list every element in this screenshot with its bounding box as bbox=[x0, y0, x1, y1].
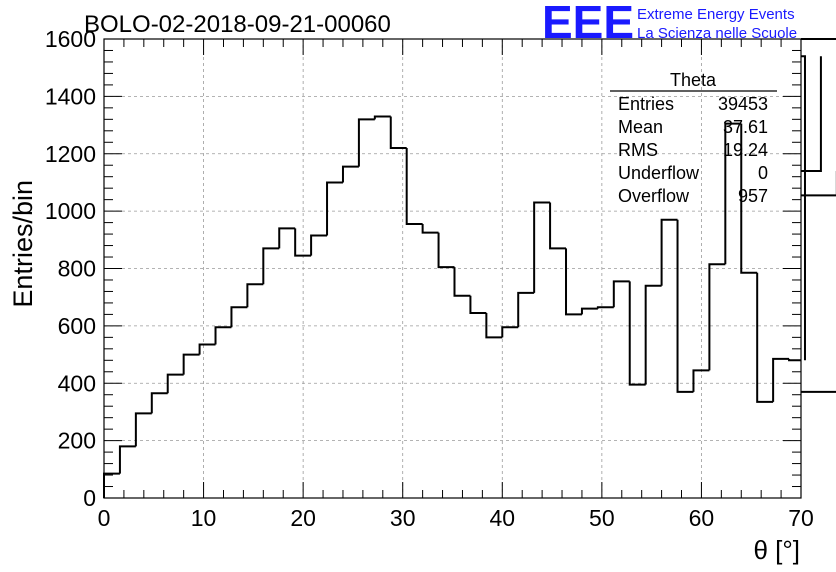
histogram-bin bbox=[644, 284, 662, 385]
histogram-bin bbox=[166, 373, 184, 394]
eee-logo-mark: EEE bbox=[542, 0, 634, 48]
chart-title: BOLO-02-2018-09-21-00060 bbox=[84, 11, 391, 38]
x-tick-label: 40 bbox=[489, 505, 515, 531]
stats-label-overflow: Overflow bbox=[618, 186, 690, 206]
eee-logo-line2: La Scienza nelle Scuole bbox=[637, 25, 797, 42]
y-tick-label: 0 bbox=[83, 485, 96, 511]
stats-label-rms: RMS bbox=[618, 140, 658, 160]
x-tick-label: 20 bbox=[290, 505, 316, 531]
histogram-bin bbox=[469, 295, 487, 314]
histogram-bin bbox=[801, 170, 836, 197]
histogram-bin bbox=[708, 263, 726, 371]
histogram-bin bbox=[740, 123, 758, 274]
stats-label-underflow: Underflow bbox=[618, 163, 700, 183]
eee-logo: EEE Extreme Energy Events La Scienza nel… bbox=[542, 0, 797, 48]
histogram-bin bbox=[801, 55, 806, 361]
histogram-bin bbox=[724, 122, 742, 265]
histogram-bin bbox=[612, 280, 630, 308]
y-tick-label: 600 bbox=[58, 313, 96, 339]
histogram-bin bbox=[421, 224, 439, 234]
histogram-bin bbox=[182, 353, 200, 375]
stats-value-underflow: 0 bbox=[758, 163, 768, 183]
histogram-bin bbox=[549, 202, 567, 250]
stats-box: Theta Entries 39453 Mean 37.61 RMS 19.24… bbox=[610, 70, 777, 206]
histogram-bin bbox=[278, 227, 296, 249]
histogram-bin bbox=[262, 247, 280, 285]
y-tick-label: 1400 bbox=[45, 83, 96, 109]
histogram-bin bbox=[801, 56, 822, 172]
histogram-bin bbox=[326, 181, 343, 236]
histogram-bin bbox=[150, 392, 168, 414]
histogram-bin bbox=[485, 312, 503, 339]
x-tick-label: 50 bbox=[589, 505, 615, 531]
histogram-bin bbox=[788, 358, 801, 362]
x-tick-label: 10 bbox=[191, 505, 217, 531]
y-tick-label: 800 bbox=[58, 256, 96, 282]
stats-value-overflow: 957 bbox=[738, 186, 768, 206]
histogram-bin bbox=[756, 272, 774, 403]
x-tick-labels: 0 10 20 30 40 50 60 70 bbox=[98, 505, 814, 531]
y-tick-label: 400 bbox=[58, 370, 96, 396]
stats-value-rms: 19.24 bbox=[723, 140, 768, 160]
histogram-bin bbox=[772, 357, 790, 402]
stats-box-title: Theta bbox=[670, 70, 717, 90]
histogram-bin bbox=[533, 201, 551, 293]
stats-value-mean: 37.61 bbox=[723, 117, 768, 137]
histogram-bin bbox=[437, 232, 455, 269]
x-tick-label: 0 bbox=[98, 505, 111, 531]
histogram-bin bbox=[310, 234, 328, 256]
histogram-bin bbox=[596, 306, 614, 309]
histogram-bin bbox=[118, 445, 136, 474]
histogram-bin bbox=[230, 306, 248, 328]
y-tick-label: 1600 bbox=[45, 26, 96, 52]
histogram-bin bbox=[357, 118, 375, 167]
histogram-bin bbox=[453, 267, 471, 297]
histogram-bin bbox=[801, 390, 836, 393]
histogram-bin bbox=[501, 326, 519, 338]
histogram-bin bbox=[628, 281, 646, 386]
histogram-bin bbox=[134, 412, 152, 447]
y-axis-label: Entries/bin bbox=[8, 180, 38, 308]
stats-label-mean: Mean bbox=[618, 117, 663, 137]
x-tick-label: 30 bbox=[390, 505, 416, 531]
histogram-bin bbox=[565, 248, 582, 316]
histogram-bin bbox=[341, 165, 359, 183]
x-tick-label: 60 bbox=[689, 505, 715, 531]
stats-value-entries: 39453 bbox=[718, 94, 768, 114]
histogram-bin bbox=[198, 343, 216, 355]
histogram-bin bbox=[676, 219, 694, 393]
x-axis-label: θ [°] bbox=[753, 535, 800, 565]
histogram-bin bbox=[246, 283, 264, 308]
histogram-bin bbox=[214, 326, 232, 345]
y-tick-label: 200 bbox=[58, 428, 96, 454]
eee-logo-line1: Extreme Energy Events bbox=[637, 6, 795, 23]
y-tick-label: 1000 bbox=[45, 198, 96, 224]
histogram-bin bbox=[580, 307, 598, 315]
histogram-bin bbox=[103, 472, 120, 498]
grid bbox=[104, 38, 801, 498]
histogram-bin bbox=[405, 148, 423, 226]
y-tick-labels: 0 200 400 600 800 1000 1200 1400 1600 bbox=[45, 26, 96, 511]
plot-frame bbox=[103, 38, 802, 499]
histogram-bin bbox=[389, 116, 407, 150]
x-tick-label: 70 bbox=[788, 505, 814, 531]
histogram-bin bbox=[801, 38, 836, 40]
histogram-bin bbox=[373, 115, 391, 120]
histogram-bin bbox=[294, 228, 312, 257]
histogram-bin bbox=[517, 291, 535, 328]
stats-label-entries: Entries bbox=[618, 94, 674, 114]
y-tick-label: 1200 bbox=[45, 141, 96, 167]
histogram-bin bbox=[660, 218, 678, 286]
histogram-bin bbox=[692, 369, 710, 392]
